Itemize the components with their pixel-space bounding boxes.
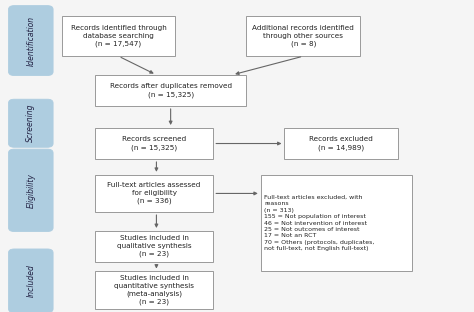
FancyBboxPatch shape: [284, 128, 398, 159]
Text: Records excluded
(n = 14,989): Records excluded (n = 14,989): [310, 136, 373, 151]
FancyBboxPatch shape: [95, 128, 213, 159]
Text: Records screened
(n = 15,325): Records screened (n = 15,325): [122, 136, 186, 151]
Text: Screening: Screening: [27, 104, 35, 143]
FancyBboxPatch shape: [95, 231, 213, 262]
FancyBboxPatch shape: [9, 6, 53, 76]
Text: Included: Included: [27, 264, 35, 297]
Text: Additional records identified
through other sources
(n = 8): Additional records identified through ot…: [253, 25, 354, 47]
Text: Studies included in
qualitative synthesis
(n = 23): Studies included in qualitative synthesi…: [117, 236, 191, 257]
FancyBboxPatch shape: [95, 75, 246, 106]
FancyBboxPatch shape: [9, 249, 53, 312]
FancyBboxPatch shape: [246, 16, 360, 56]
Text: Records after duplicates removed
(n = 15,325): Records after duplicates removed (n = 15…: [109, 83, 232, 98]
Text: Records identified through
database searching
(n = 17,547): Records identified through database sear…: [71, 25, 166, 47]
FancyBboxPatch shape: [62, 16, 175, 56]
Text: Identification: Identification: [27, 16, 35, 66]
FancyBboxPatch shape: [9, 99, 53, 147]
FancyBboxPatch shape: [95, 175, 213, 212]
Text: Eligibility: Eligibility: [27, 173, 35, 208]
FancyBboxPatch shape: [9, 149, 53, 232]
Text: Studies included in
quantitative synthesis
(meta-analysis)
(n = 23): Studies included in quantitative synthes…: [114, 275, 194, 305]
FancyBboxPatch shape: [261, 175, 412, 271]
Text: Full-text articles excluded, with
reasons
(n = 313)
155 = Not population of inte: Full-text articles excluded, with reason…: [264, 195, 375, 251]
FancyBboxPatch shape: [95, 271, 213, 309]
Text: Full-text articles assessed
for eligibility
(n = 336): Full-text articles assessed for eligibil…: [108, 183, 201, 204]
